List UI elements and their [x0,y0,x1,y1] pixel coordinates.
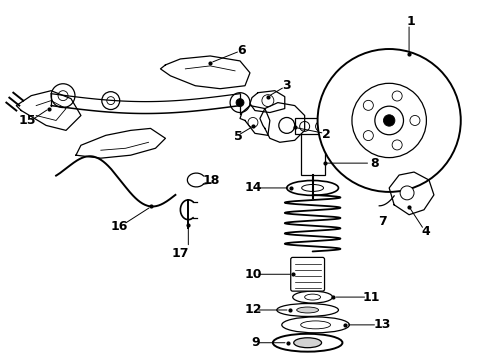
Text: 3: 3 [282,79,291,92]
FancyBboxPatch shape [291,257,324,291]
Circle shape [400,186,414,200]
Circle shape [248,117,258,127]
Text: 1: 1 [407,15,416,28]
Circle shape [236,99,244,107]
Text: 4: 4 [421,225,430,238]
Text: 11: 11 [363,291,380,303]
Circle shape [363,131,373,141]
Text: 12: 12 [244,303,262,316]
Text: 9: 9 [252,336,260,349]
Circle shape [316,121,325,131]
Text: 17: 17 [172,247,189,260]
Circle shape [384,115,395,126]
Text: 8: 8 [370,157,379,170]
Circle shape [410,116,420,126]
Text: 13: 13 [373,318,391,331]
Ellipse shape [297,307,318,313]
Text: 5: 5 [234,130,243,143]
Ellipse shape [273,334,343,352]
FancyBboxPatch shape [294,118,331,134]
Circle shape [375,106,403,135]
Circle shape [363,100,373,111]
FancyBboxPatch shape [301,130,324,175]
Text: 18: 18 [202,174,220,186]
Circle shape [58,91,68,100]
Circle shape [392,140,402,150]
Text: 6: 6 [238,44,246,57]
Circle shape [262,95,274,107]
Text: 14: 14 [244,181,262,194]
Circle shape [230,93,250,113]
Circle shape [352,83,426,158]
Ellipse shape [293,291,333,303]
Circle shape [51,84,75,108]
Ellipse shape [301,321,331,329]
Circle shape [107,96,115,105]
Ellipse shape [302,184,323,192]
Circle shape [279,117,294,133]
Ellipse shape [287,180,339,195]
Text: 2: 2 [322,128,331,141]
Text: 7: 7 [378,215,387,228]
Ellipse shape [294,338,321,348]
Circle shape [300,121,310,131]
Circle shape [318,49,461,192]
Circle shape [102,92,120,109]
Ellipse shape [305,294,320,300]
Text: 16: 16 [111,220,128,233]
Circle shape [392,91,402,101]
Ellipse shape [282,317,349,333]
Text: 15: 15 [19,114,36,127]
Text: 10: 10 [244,268,262,281]
Ellipse shape [277,303,339,316]
